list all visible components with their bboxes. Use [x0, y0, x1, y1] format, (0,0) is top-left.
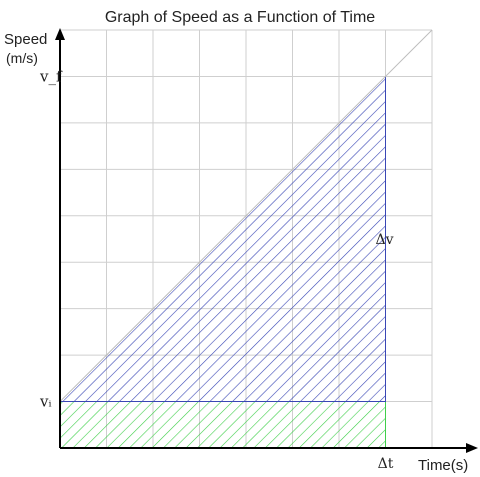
delta-v-annotation: Δv [376, 232, 394, 248]
x-tick-delta-t: Δt [378, 456, 394, 472]
chart-title: Graph of Speed as a Function of Time [105, 9, 375, 26]
x-axis-arrowhead [466, 443, 478, 453]
y-tick-vi: vᵢ [39, 393, 52, 411]
initial-speed-region [60, 401, 386, 448]
y-axis-label: Speed [4, 31, 47, 48]
x-axis-label: Time(s) [418, 457, 468, 474]
y-axis-arrowhead [55, 28, 65, 40]
speed-line [59, 29, 433, 402]
y-axis-unit: (m/s) [6, 50, 38, 66]
speed-change-region-outline [60, 76, 386, 403]
y-tick-vf: v_f [39, 67, 63, 85]
